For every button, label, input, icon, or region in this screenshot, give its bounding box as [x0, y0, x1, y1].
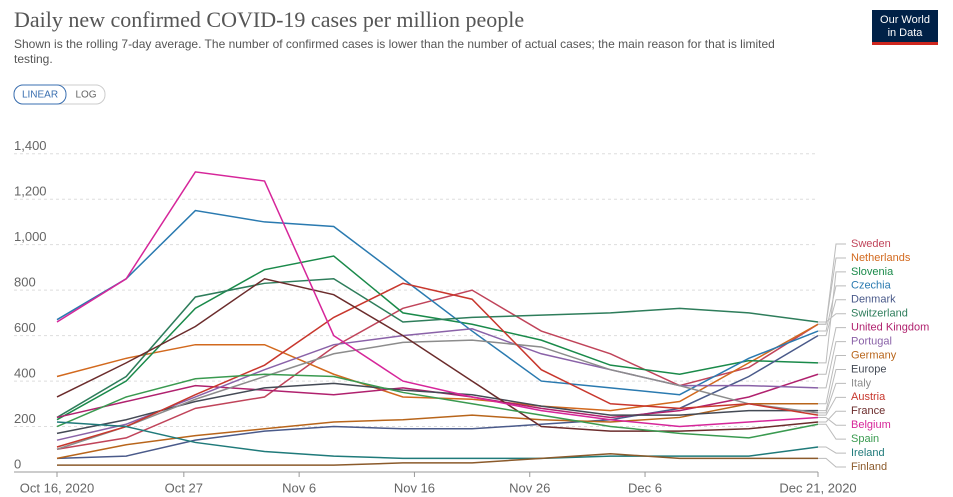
legend-label: Netherlands: [851, 252, 911, 264]
y-tick-label: 0: [14, 456, 21, 471]
series-line: [56, 339, 819, 450]
legend-label: Ireland: [851, 447, 885, 459]
series-line: [56, 171, 819, 428]
legend-leader: [818, 423, 846, 440]
y-tick-label: 1,000: [14, 229, 47, 244]
chart-title: Daily new confirmed COVID-19 cases per m…: [14, 7, 524, 32]
y-tick-label: 400: [14, 366, 36, 381]
series-line: [56, 278, 819, 419]
logo: [872, 10, 938, 45]
legend-label: Germany: [851, 349, 897, 361]
series-line: [56, 289, 819, 451]
y-tick-label: 1,200: [14, 184, 47, 199]
legend-leader: [818, 368, 846, 412]
legend-leader: [818, 382, 846, 414]
series-line: [56, 403, 818, 460]
series-line: [56, 282, 819, 448]
series-line: [56, 255, 819, 421]
legend-label: Slovenia: [851, 266, 894, 278]
legend-leader: [818, 257, 846, 325]
legend-label: Sweden: [851, 238, 891, 250]
series-line: [56, 328, 819, 441]
legend-label: United Kingdom: [851, 322, 929, 334]
y-tick-label: 200: [14, 411, 36, 426]
legend-leader: [818, 396, 846, 416]
x-tick-label: Nov 6: [282, 480, 316, 495]
legend-leader: [818, 457, 846, 468]
x-tick-label: Nov 16: [394, 480, 435, 495]
legend-leader: [818, 446, 846, 454]
y-tick-label: 800: [14, 275, 36, 290]
legend-label: Portugal: [851, 335, 892, 347]
legend-leader: [818, 341, 846, 389]
legend-leader: [818, 410, 846, 423]
chart-subtitle: Shown is the rolling 7-day average. The …: [14, 37, 775, 66]
series-line: [56, 373, 819, 439]
legend-leader: [818, 313, 846, 323]
logo-text: Our World: [880, 14, 930, 26]
x-tick-label: Oct 16, 2020: [20, 480, 94, 495]
legend-label: Italy: [851, 377, 872, 389]
legend-label: Europe: [851, 363, 886, 375]
series-line: [56, 334, 819, 460]
series-line: [56, 421, 819, 460]
logo-text: in Data: [888, 27, 924, 39]
x-tick-label: Oct 27: [165, 480, 203, 495]
series-line: [56, 209, 819, 396]
log-label[interactable]: LOG: [75, 90, 96, 101]
x-tick-label: Dec 6: [628, 480, 662, 495]
linear-button[interactable]: [13, 84, 67, 105]
legend-label: Belgium: [851, 419, 891, 431]
y-tick-label: 1,400: [14, 138, 47, 153]
legend-label: Denmark: [851, 294, 896, 306]
legend-leader: [818, 285, 846, 332]
legend-label: Austria: [851, 391, 886, 403]
series-line: [56, 277, 819, 432]
x-tick-label: Nov 26: [509, 480, 550, 495]
legend-label: France: [851, 405, 885, 417]
legend-label: Switzerland: [851, 308, 908, 320]
y-tick-label: 600: [14, 320, 36, 335]
legend-label: Finland: [851, 461, 887, 473]
legend-leader: [818, 355, 846, 405]
legend-label: Czechia: [851, 280, 892, 292]
legend-label: Spain: [851, 433, 879, 445]
legend-leader: [818, 416, 846, 426]
logo-bar: [872, 42, 938, 45]
linear-label[interactable]: LINEAR: [22, 90, 58, 101]
subtitle-box: Shown is the rolling 7-day average. The …: [14, 37, 775, 66]
series-line: [57, 453, 818, 466]
x-tick-label: Dec 21, 2020: [779, 480, 856, 495]
legend-leader: [818, 327, 846, 375]
